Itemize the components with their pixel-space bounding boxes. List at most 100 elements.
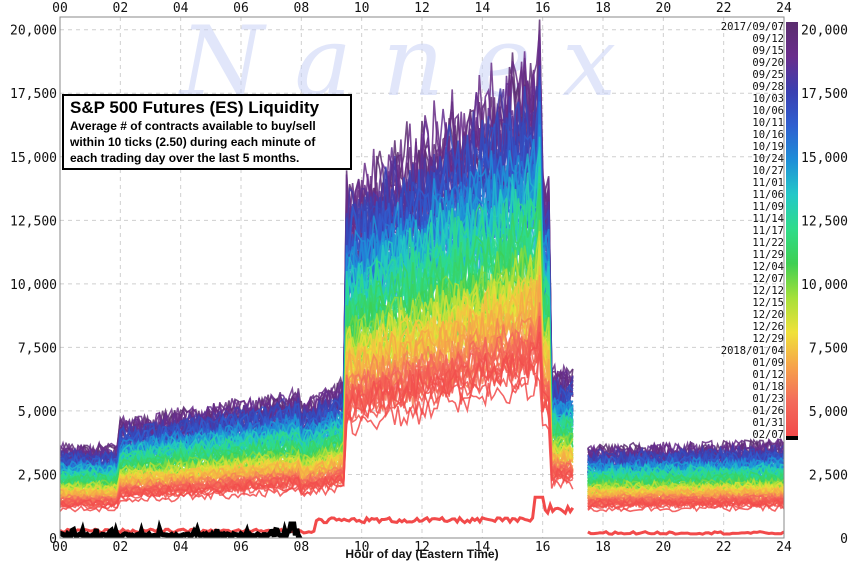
legend-date-label: 11/14 [752, 213, 784, 225]
y-tick-label-right: 10,000 [801, 278, 848, 293]
x-tick-label-top: 24 [776, 1, 792, 16]
x-tick-label-top: 10 [354, 1, 370, 16]
legend-date-label: 2018/01/04 [721, 345, 784, 357]
legend-date-label: 10/03 [752, 93, 784, 105]
legend-date-label: 11/06 [752, 189, 784, 201]
series-line-lowest-evening [587, 529, 784, 536]
legend-date-label: 09/28 [752, 81, 784, 93]
legend-date-label: 10/11 [752, 117, 784, 129]
date-legend: 2017/09/0709/1209/1509/2009/2509/2810/03… [721, 21, 798, 441]
plot-frame [59, 16, 785, 539]
legend-date-label: 09/15 [752, 45, 784, 57]
x-tick-label-top: 16 [535, 1, 551, 16]
legend-date-label: 01/18 [752, 381, 784, 393]
series-line-evening [587, 477, 784, 493]
chart-title: S&P 500 Futures (ES) Liquidity [70, 98, 320, 117]
legend-date-label: 10/27 [752, 165, 784, 177]
legend-date-label: 09/25 [752, 69, 784, 81]
series-line-evening [587, 466, 784, 486]
y-tick-label-right: 17,500 [801, 87, 848, 102]
series-line-day [60, 284, 573, 500]
series-line-evening [587, 468, 784, 488]
subtitle-line-3: each trading day over the last 5 months. [70, 151, 300, 165]
y-tick-label-left: 12,500 [10, 214, 57, 229]
series-line-today [60, 519, 303, 538]
x-tick-label-bottom: 20 [656, 540, 672, 555]
y-tick-label-left: 20,000 [10, 24, 57, 39]
x-tick-label-top: 22 [716, 1, 732, 16]
x-ticks-top: 00 02 04 06 08 10 12 14 16 18 20 22 24 [52, 1, 792, 16]
legend-date-label: 10/19 [752, 141, 784, 153]
legend-date-label: 12/04 [752, 261, 784, 273]
legend-color-bar [786, 22, 798, 436]
subtitle-line-1: Average # of contracts available to buy/… [70, 119, 316, 133]
y-tick-label-right: 20,000 [801, 24, 848, 39]
y-tick-label-right: 5,000 [809, 405, 848, 420]
legend-date-label: 01/12 [752, 369, 784, 381]
x-tick-label-bottom: 04 [173, 540, 189, 555]
series-line-evening [587, 503, 784, 513]
x-tick-label-top: 04 [173, 1, 189, 16]
legend-date-label: 2017/09/07 [721, 21, 784, 33]
y-tick-label-left: 17,500 [10, 87, 57, 102]
y-tick-label-left: 15,000 [10, 151, 57, 166]
legend-date-label: 12/29 [752, 333, 784, 345]
y-ticks-right: 0 2,500 5,000 7,500 10,000 12,500 15,000 17,500… [801, 24, 848, 547]
x-tick-label-bottom: 06 [233, 540, 249, 555]
x-tick-label-bottom: 18 [595, 540, 611, 555]
subtitle-line-2: within 10 ticks (2.50) during each minut… [70, 135, 316, 149]
legend-date-label: 09/12 [752, 33, 784, 45]
legend-date-label: 10/24 [752, 153, 784, 165]
y-ticks-left: 0 2,500 5,000 7,500 10,000 12,500 15,000 17,500… [10, 24, 57, 547]
y-tick-label-left: 5,000 [18, 405, 57, 420]
legend-date-label: 10/06 [752, 105, 784, 117]
x-tick-label-bottom: 14 [475, 540, 491, 555]
series-line-evening [587, 496, 784, 508]
x-axis-label: Hour of day (Eastern Time) [345, 547, 498, 561]
series-line-lowest [60, 495, 575, 535]
legend-date-label: 10/16 [752, 129, 784, 141]
y-tick-label-right: 15,000 [801, 151, 848, 166]
x-tick-label-bottom: 22 [716, 540, 732, 555]
x-tick-label-bottom: 24 [776, 540, 792, 555]
legend-date-label: 11/09 [752, 201, 784, 213]
series-lines [60, 19, 784, 538]
legend-date-label: 11/17 [752, 225, 784, 237]
legend-date-label: 11/29 [752, 249, 784, 261]
x-tick-label-bottom: 16 [535, 540, 551, 555]
x-tick-label-bottom: 02 [113, 540, 129, 555]
legend-date-label: 01/26 [752, 405, 784, 417]
y-tick-label-left: 10,000 [10, 278, 57, 293]
x-tick-label-top: 12 [414, 1, 430, 16]
legend-date-label: 01/09 [752, 357, 784, 369]
x-tick-label-bottom: 10 [354, 540, 370, 555]
x-tick-label-bottom: 00 [52, 540, 68, 555]
y-tick-label-right: 12,500 [801, 214, 848, 229]
x-tick-label-top: 06 [233, 1, 249, 16]
x-tick-label-top: 08 [294, 1, 310, 16]
series-line-evening [587, 486, 784, 501]
x-tick-label-top: 20 [656, 1, 672, 16]
legend-today-swatch [786, 436, 798, 440]
legend-date-label: 12/20 [752, 309, 784, 321]
legend-date-label: 09/20 [752, 57, 784, 69]
legend-date-label: 12/15 [752, 297, 784, 309]
series-line-day [60, 85, 574, 473]
series-line-day [60, 373, 574, 513]
legend-date-label: 12/07 [752, 273, 784, 285]
x-tick-label-top: 00 [52, 1, 68, 16]
y-tick-label-left: 7,500 [18, 341, 57, 356]
y-tick-label-right: 0 [840, 532, 848, 547]
x-tick-label-bottom: 12 [414, 540, 430, 555]
legend-date-label: 02/07 [752, 429, 784, 441]
legend-date-label: 12/12 [752, 285, 784, 297]
legend-date-label: 01/23 [752, 393, 784, 405]
legend-date-label: 11/22 [752, 237, 784, 249]
legend-date-label: 01/31 [752, 417, 784, 429]
x-tick-label-bottom: 08 [294, 540, 310, 555]
x-ticks-bottom: 00 02 04 06 08 10 12 14 16 18 20 22 24 [52, 540, 792, 555]
x-tick-label-top: 14 [475, 1, 491, 16]
series-line-day [60, 331, 574, 508]
chart-info-box: S&P 500 Futures (ES) Liquidity Average #… [62, 94, 352, 170]
y-tick-label-right: 2,500 [809, 468, 848, 483]
